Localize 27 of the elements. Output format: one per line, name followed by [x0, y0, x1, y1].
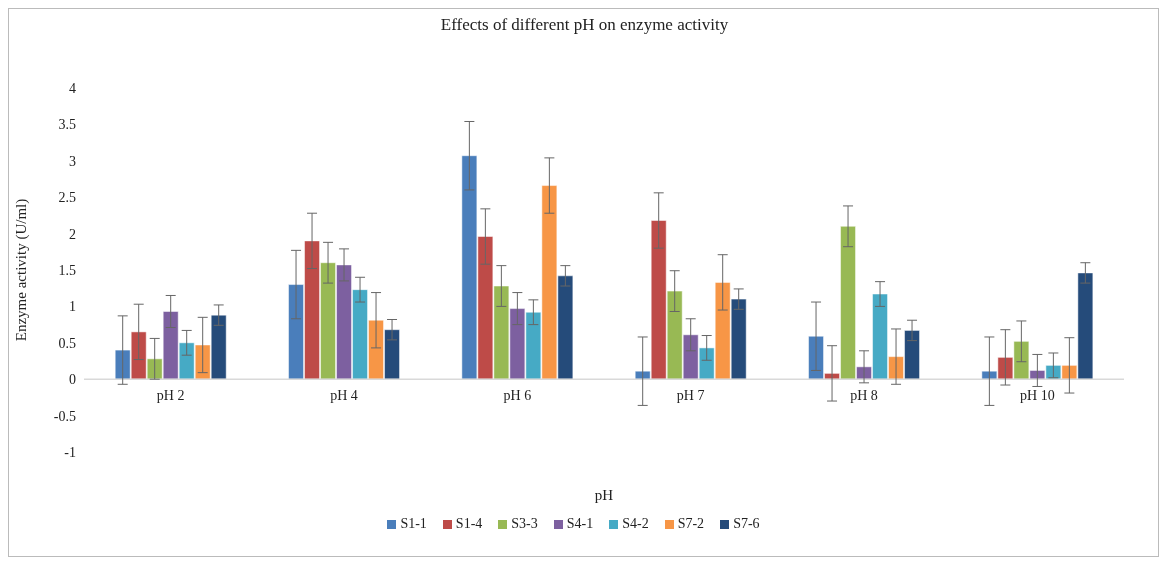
legend-label: S3-3: [511, 516, 538, 531]
x-axis-title: pH: [594, 487, 614, 503]
x-tick-label: pH 6: [503, 388, 532, 403]
y-tick-label: 3.5: [58, 117, 76, 133]
x-tick-label: pH 7: [676, 388, 705, 403]
y-tick-label: 2.5: [58, 190, 76, 206]
y-tick-label: -1: [64, 444, 76, 460]
x-tick-label: pH 10: [1020, 388, 1055, 403]
legend-label: S1-1: [400, 516, 427, 531]
chart-title: Effects of different pH on enzyme activity: [439, 15, 730, 35]
x-tick-label: pH 8: [850, 388, 878, 403]
legend-label: S4-1: [566, 516, 594, 531]
y-tick-label: 3: [69, 153, 76, 169]
y-tick-label: 1: [69, 299, 76, 315]
legend-label: S7-6: [733, 516, 760, 531]
y-axis-title: Enzyme activity (U/ml): [13, 198, 31, 342]
y-tick-label: 2: [69, 226, 76, 242]
y-tick-label: -0.5: [53, 408, 76, 424]
x-tick-label: pH 2: [156, 388, 185, 403]
x-tick-label: pH 4: [330, 388, 358, 403]
legend-label: S1-4: [455, 516, 483, 531]
y-tick-label: 0.5: [58, 335, 76, 351]
legend-label: S4-2: [622, 516, 649, 531]
y-tick-label: 1.5: [58, 262, 76, 278]
legend-label: S7-2: [677, 516, 705, 531]
y-tick-label: 4: [69, 80, 76, 96]
y-tick-label: 0: [69, 372, 76, 388]
